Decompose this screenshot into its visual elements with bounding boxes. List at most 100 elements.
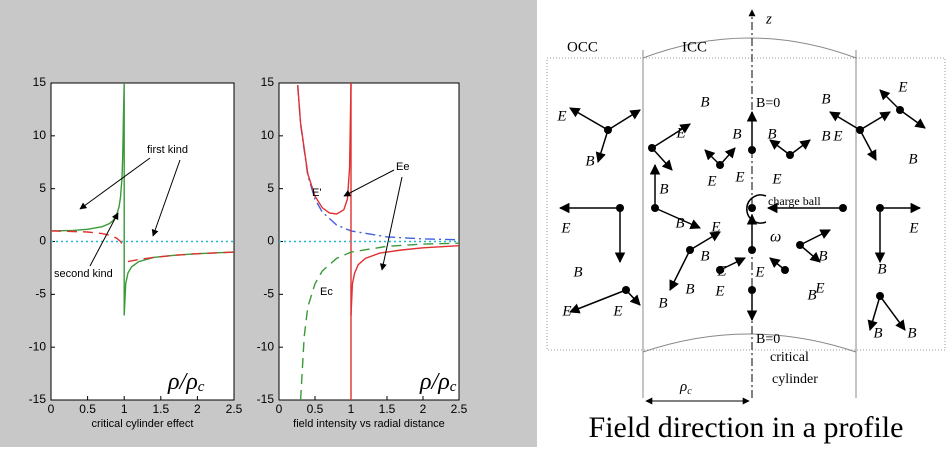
field-label: B: [821, 128, 830, 144]
field-point: [716, 266, 724, 274]
field-label: E: [556, 108, 566, 124]
field-arrow: [879, 295, 906, 331]
cylinder-top: [642, 37, 857, 59]
annotation-arrow: [79, 157, 151, 210]
field-arrow: [595, 129, 609, 164]
field-arrow: [669, 249, 691, 291]
y-tick-label: -5: [35, 287, 46, 301]
field-label: B: [818, 248, 827, 264]
x-tick-label: 0: [48, 402, 55, 416]
y-tick-label: -5: [263, 287, 274, 301]
annotation: second kind: [54, 268, 113, 280]
field-point: [616, 204, 624, 212]
field-label: E: [714, 283, 724, 299]
field-point: [786, 151, 794, 159]
center-label: B=0: [756, 96, 780, 111]
x-tick-label: 2.5: [451, 402, 468, 416]
field-point: [604, 126, 612, 134]
field-label: B: [685, 281, 694, 297]
field-label: B: [732, 126, 741, 142]
annotation: E': [312, 187, 321, 199]
overlay-label-main: ρ/ρ: [167, 369, 198, 395]
y-tick-label: 10: [261, 128, 275, 142]
field-point: [686, 246, 694, 254]
field-point: [716, 161, 724, 169]
y-tick-label: -10: [29, 339, 47, 353]
field-arrow: [769, 139, 791, 156]
y-tick-label: -10: [257, 339, 275, 353]
field-label: E: [716, 263, 726, 279]
x-tick-label: 0: [276, 402, 283, 416]
field-arrow: [607, 109, 641, 131]
annotation-arrow: [89, 212, 119, 267]
field-arrow: [651, 147, 673, 171]
overlay-label-main: ρ/ρ: [419, 369, 450, 395]
field-label: E: [561, 303, 571, 319]
field-label: E: [771, 171, 781, 187]
field-label: E: [706, 173, 716, 189]
annotation-arrow: [343, 169, 395, 197]
field-label: E: [908, 220, 918, 236]
x-tick-label: 1: [121, 402, 128, 416]
annotation: Ec: [320, 286, 333, 298]
center-label: ω: [770, 229, 781, 246]
y-tick-label: -15: [257, 392, 275, 406]
field-arrow: [799, 244, 821, 263]
field-label: B: [907, 325, 916, 341]
field-point: [839, 204, 847, 212]
x-tick-label: 0.5: [307, 402, 324, 416]
field-label: E: [832, 128, 842, 144]
field-arrow: [799, 229, 831, 246]
radius-label: ρc: [679, 379, 692, 397]
y-tick-label: 10: [33, 128, 47, 142]
radius-sub: c: [687, 386, 692, 397]
x-tick-label: 2: [420, 402, 427, 416]
field-label: E: [612, 303, 622, 319]
field-label: B: [573, 264, 582, 280]
field-point: [748, 204, 756, 212]
y-tick-label: 5: [39, 181, 46, 195]
annotation-arrow: [379, 176, 403, 271]
field-point: [856, 126, 864, 134]
field-point: [648, 144, 656, 152]
x-axis-label: field intensity vs radial distance: [293, 418, 445, 430]
field-arrow: [719, 257, 746, 271]
field-label: E: [734, 169, 744, 185]
field-label: E: [814, 280, 824, 296]
diagram-title: Field direction in a profile: [589, 411, 904, 444]
field-label: B: [877, 261, 886, 277]
field-point: [781, 266, 789, 274]
field-label: E: [560, 220, 570, 236]
data-line: [350, 245, 460, 316]
field-arrow: [654, 207, 701, 229]
data-line: [50, 230, 235, 263]
field-point: [876, 292, 884, 300]
center-label: B=0: [756, 332, 780, 347]
field-arrow: [569, 289, 627, 314]
field-arrow: [689, 231, 721, 251]
field-arrow: [899, 109, 926, 129]
annotation: first kind: [147, 144, 188, 156]
data-line: [50, 82, 235, 316]
outer-border: [546, 57, 946, 351]
field-arrow: [867, 295, 881, 332]
field-label: B: [658, 295, 667, 311]
field-label: B: [700, 94, 709, 110]
field-label: B: [821, 91, 830, 107]
x-tick-label: 1.5: [379, 402, 396, 416]
data-line: [297, 82, 352, 215]
field-point: [748, 246, 756, 254]
annotation: Ee: [396, 161, 409, 173]
y-tick-label: 15: [33, 75, 47, 89]
field-point: [748, 146, 756, 154]
y-tick-label: 0: [39, 234, 46, 248]
overlay-label: ρ/ρc: [419, 369, 457, 396]
field-label: E: [710, 219, 720, 235]
cylinder-label: cylinder: [772, 372, 818, 387]
y-tick-label: -15: [29, 392, 47, 406]
center-label: charge ball: [768, 194, 821, 208]
region-label: ICC: [682, 39, 707, 55]
field-arrow: [569, 107, 609, 131]
region-label: OCC: [567, 39, 598, 55]
